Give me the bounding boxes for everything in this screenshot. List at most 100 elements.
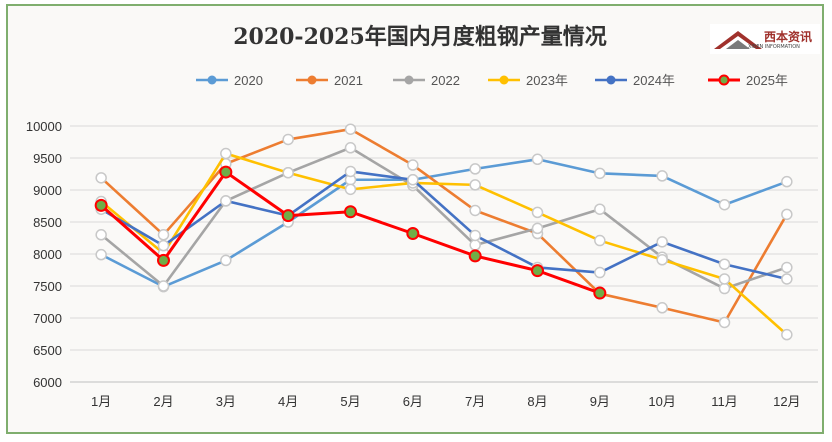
- data-point: [344, 123, 357, 135]
- legend-item: 2023年: [488, 73, 568, 88]
- series-line: [100, 170, 788, 281]
- y-tick-label: 7000: [33, 311, 62, 326]
- data-point: [407, 159, 419, 171]
- data-point: [94, 198, 108, 212]
- series-line: [100, 127, 788, 324]
- y-tick-label: 6000: [33, 375, 62, 390]
- data-point: [718, 273, 731, 285]
- data-point: [344, 142, 357, 154]
- x-axis: 1月 2月 3月 4月 5月 6月 7月 8月 9月 10月 11月 12月: [70, 381, 818, 409]
- data-point: [594, 203, 606, 215]
- legend-item: 2020: [196, 73, 263, 88]
- legend-swatch-marker: [499, 75, 509, 85]
- x-tick-label: 5月: [340, 394, 360, 409]
- data-point: [469, 239, 481, 251]
- series-2021: [95, 123, 793, 329]
- data-point: [781, 208, 793, 221]
- legend-label: 2024年: [633, 73, 675, 88]
- data-point: [468, 249, 482, 263]
- series-lines: [94, 123, 793, 341]
- data-point: [781, 328, 793, 341]
- x-tick-label: 3月: [216, 394, 236, 409]
- data-point: [531, 264, 544, 278]
- data-point: [781, 273, 793, 285]
- data-point: [406, 227, 420, 241]
- x-tick-label: 6月: [403, 394, 423, 409]
- data-point: [282, 166, 294, 179]
- x-tick-label: 1月: [91, 394, 111, 409]
- x-tick-label: 11月: [711, 394, 738, 409]
- legend-label: 2023年: [526, 73, 568, 88]
- x-tick-label: 12月: [773, 394, 800, 409]
- data-point: [656, 236, 668, 248]
- data-point: [157, 229, 170, 241]
- legend-swatch-marker: [404, 75, 414, 85]
- data-point: [220, 147, 232, 160]
- logo-subtitle: XIBEN INFORMATION: [748, 44, 800, 50]
- chart-frame: 2020-2025年国内月度粗钢产量情况 6000 6500 7000 7500 800…: [6, 4, 824, 434]
- legend-swatch-marker: [307, 75, 317, 85]
- x-tick-label: 8月: [527, 394, 547, 409]
- chart: 2020-2025年国内月度粗钢产量情况 6000 6500 7000 7500 800…: [26, 24, 818, 409]
- series-2025年: [94, 165, 607, 300]
- data-point: [781, 175, 793, 188]
- data-point: [157, 239, 170, 252]
- data-point: [718, 258, 731, 270]
- series-line: [100, 157, 788, 288]
- gridlines: [70, 125, 818, 383]
- x-tick-label: 10月: [648, 394, 675, 409]
- series-2023年: [95, 147, 793, 341]
- y-tick-label: 8000: [33, 247, 62, 262]
- data-point: [531, 206, 544, 219]
- legend-swatch-marker: [606, 75, 616, 85]
- data-point: [656, 302, 668, 314]
- series-2020: [95, 153, 793, 293]
- legend-label: 2021: [334, 73, 363, 88]
- legend-item: 2025年: [708, 73, 788, 88]
- data-point: [593, 286, 607, 300]
- data-point: [656, 170, 668, 182]
- data-point: [469, 163, 481, 175]
- legend: 2020 2021 2022 2023年 2024年 2025年: [196, 73, 788, 88]
- brand-logo: 西本资讯 XIBEN INFORMATION: [710, 24, 820, 54]
- data-point: [718, 198, 731, 211]
- legend-label: 2020: [234, 73, 263, 88]
- y-axis: 6000 6500 7000 7500 8000 8500 9000 9500 10000: [26, 119, 62, 390]
- legend-item: 2024年: [595, 73, 675, 88]
- legend-label: 2025年: [746, 73, 788, 88]
- legend-item: 2021: [296, 73, 363, 88]
- x-tick-label: 7月: [465, 394, 485, 409]
- data-point: [407, 174, 419, 186]
- data-point: [469, 204, 481, 217]
- logo-brand-text: 西本资讯: [764, 30, 813, 44]
- data-point: [95, 229, 107, 241]
- data-point: [594, 266, 606, 279]
- data-point: [344, 183, 357, 196]
- y-tick-label: 9000: [33, 183, 62, 198]
- data-point: [594, 234, 606, 247]
- data-point: [781, 261, 793, 274]
- data-point: [157, 280, 170, 292]
- data-point: [95, 248, 107, 261]
- data-point: [219, 165, 233, 179]
- y-tick-label: 8500: [33, 215, 62, 230]
- data-point: [282, 133, 294, 146]
- legend-label: 2022: [431, 73, 460, 88]
- data-point: [594, 167, 606, 180]
- y-tick-label: 6500: [33, 343, 62, 358]
- data-point: [718, 282, 731, 295]
- legend-swatch-marker: [207, 75, 217, 85]
- x-tick-label: 2月: [153, 394, 173, 409]
- data-point: [718, 316, 731, 329]
- data-point: [531, 222, 544, 235]
- legend-item: 2022: [393, 73, 460, 88]
- data-point: [344, 205, 357, 219]
- x-tick-label: 9月: [590, 394, 610, 409]
- data-point: [469, 179, 481, 191]
- data-point: [157, 253, 170, 267]
- data-point: [344, 165, 357, 178]
- legend-swatch-marker: [718, 74, 730, 86]
- logo-roof-icon: [714, 31, 762, 49]
- data-point: [95, 172, 107, 184]
- series-line: [100, 152, 788, 336]
